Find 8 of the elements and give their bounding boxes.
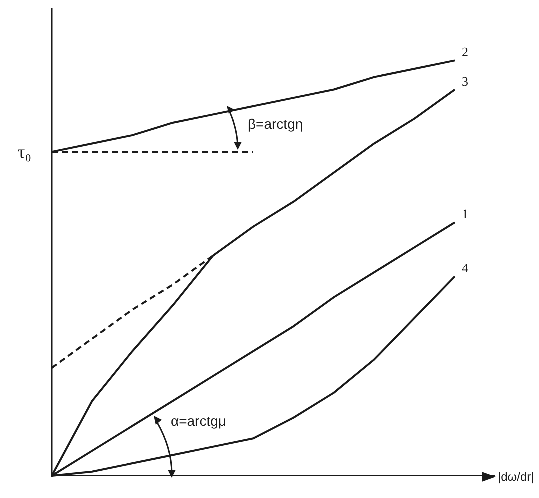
annotation: α=arctgμ [171, 413, 226, 429]
series-label: 3 [462, 74, 468, 89]
annotation: β=arctgη [248, 116, 304, 132]
series-label: 4 [462, 260, 469, 276]
series-label: 1 [462, 206, 468, 222]
text: τ₀ [18, 142, 32, 162]
x-axis-title: |dω/dr| [498, 470, 534, 484]
series-label: 2 [462, 44, 468, 60]
